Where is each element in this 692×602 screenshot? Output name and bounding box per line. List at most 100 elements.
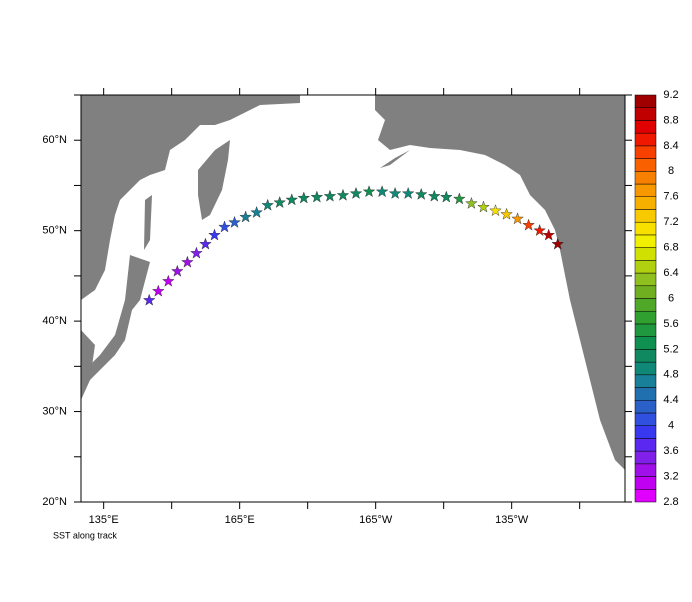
colorbar-box — [634, 323, 657, 337]
colorbar-box — [634, 183, 657, 197]
colorbar-box — [634, 120, 657, 134]
colorbar-label: 3.6 — [663, 445, 678, 457]
japan — [85, 255, 150, 385]
y-tick-label: 60°N — [42, 134, 67, 146]
track-star — [261, 198, 274, 211]
colorbar-box — [634, 450, 657, 465]
colorbar-box — [634, 361, 657, 376]
colorbar-box — [634, 489, 657, 503]
track-star — [414, 187, 428, 200]
track-star — [273, 196, 286, 208]
track-star — [489, 204, 502, 217]
track-star — [199, 237, 212, 250]
colorbar-box — [634, 209, 657, 223]
colorbar-box — [634, 476, 657, 490]
track-star — [500, 207, 513, 220]
colorbar-label: 4.8 — [663, 369, 678, 381]
colorbar-label: 3.2 — [663, 470, 678, 482]
colorbar-label: 6 — [668, 292, 674, 304]
colorbar-box — [634, 298, 657, 312]
sakhalin — [144, 195, 152, 250]
colorbar-label: 4.4 — [663, 394, 678, 406]
colorbar-box — [634, 349, 657, 363]
colorbar-label: 4 — [668, 420, 674, 432]
colorbar-box — [634, 425, 657, 439]
colorbar-box — [634, 310, 657, 325]
kamchatka — [198, 140, 230, 220]
colorbar-label: 5.2 — [663, 343, 678, 355]
caption: SST along track — [53, 530, 117, 540]
colorbar-box — [634, 272, 657, 287]
alaska-peninsula — [380, 150, 410, 168]
colorbar-box — [634, 374, 657, 388]
track-star — [218, 220, 231, 233]
track-star — [190, 246, 203, 259]
colorbar-box — [634, 132, 657, 147]
track-star — [228, 215, 241, 228]
east-asia — [81, 330, 95, 400]
track-star — [208, 228, 221, 241]
track-star — [239, 210, 252, 223]
colorbar-box — [634, 247, 657, 261]
track-star — [401, 186, 415, 199]
colorbar-box — [634, 158, 657, 172]
track-star — [250, 205, 263, 218]
y-tick-label: 30°N — [42, 405, 67, 417]
y-tick-label: 50°N — [42, 225, 67, 237]
track-star — [522, 218, 535, 231]
y-tick-label: 20°N — [42, 496, 67, 508]
track-star — [142, 293, 156, 306]
track-star — [428, 189, 441, 202]
colorbar-label: 5.6 — [663, 318, 678, 330]
colorbar-box — [634, 196, 657, 210]
asia — [81, 95, 300, 300]
x-tick-label: 135°W — [495, 514, 529, 526]
colorbar-label: 8.8 — [663, 114, 678, 126]
track-star — [542, 228, 555, 241]
track-star — [477, 200, 490, 213]
colorbar-box — [634, 221, 657, 236]
colorbar-label: 7.2 — [663, 216, 678, 228]
colorbar-label: 2.8 — [663, 496, 678, 508]
track-star — [375, 185, 389, 198]
colorbar-label: 8 — [668, 165, 674, 177]
north-america — [375, 95, 625, 470]
colorbar-box — [634, 412, 657, 426]
track-star — [511, 212, 524, 225]
track-star — [152, 284, 165, 297]
colorbar-box — [634, 438, 657, 452]
colorbar-box — [634, 285, 657, 299]
colorbar-label: 7.6 — [663, 191, 678, 203]
colorbar-label: 8.4 — [663, 140, 678, 152]
track-star — [323, 189, 337, 202]
track-star — [551, 237, 565, 250]
track-star — [440, 190, 453, 203]
y-tick-label: 40°N — [42, 315, 67, 327]
colorbar-box — [634, 107, 657, 121]
track-star — [453, 192, 466, 205]
land — [81, 95, 625, 470]
x-tick-label: 135°E — [89, 514, 119, 526]
track-star — [297, 191, 311, 204]
track-star — [310, 190, 324, 203]
colorbar-box — [634, 94, 657, 108]
track-star — [336, 188, 350, 201]
colorbar-box — [634, 463, 657, 477]
colorbar-box — [634, 171, 657, 185]
colorbar-box — [634, 234, 657, 248]
colorbar-box — [634, 400, 657, 414]
colorbar-label: 6.4 — [663, 267, 678, 279]
track-star — [181, 255, 194, 268]
colorbar-label: 9.2 — [663, 89, 678, 101]
map-frame — [80, 94, 626, 503]
track-star — [388, 186, 402, 199]
track-star — [533, 224, 546, 237]
colorbar-box — [634, 260, 657, 274]
track-star — [465, 196, 478, 209]
x-tick-label: 165°W — [359, 514, 393, 526]
track-star — [285, 193, 299, 206]
colorbar-box — [634, 387, 657, 401]
x-tick-label: 165°E — [225, 514, 255, 526]
track-star — [349, 186, 363, 199]
